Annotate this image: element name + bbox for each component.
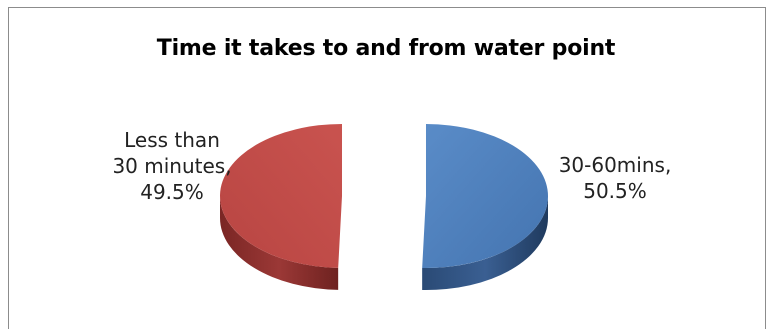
chart-frame xyxy=(8,7,766,329)
pie-slice-side-1 xyxy=(422,196,548,291)
data-label-1: 30-60mins, 50.5% xyxy=(559,153,672,203)
data-label-2: Less than 30 minutes, 49.5% xyxy=(112,128,231,204)
pie-slice-1 xyxy=(422,124,548,269)
pie-slice-side-2 xyxy=(220,195,339,290)
chart-title: Time it takes to and from water point xyxy=(156,36,616,61)
pie-slice-2 xyxy=(220,123,343,268)
